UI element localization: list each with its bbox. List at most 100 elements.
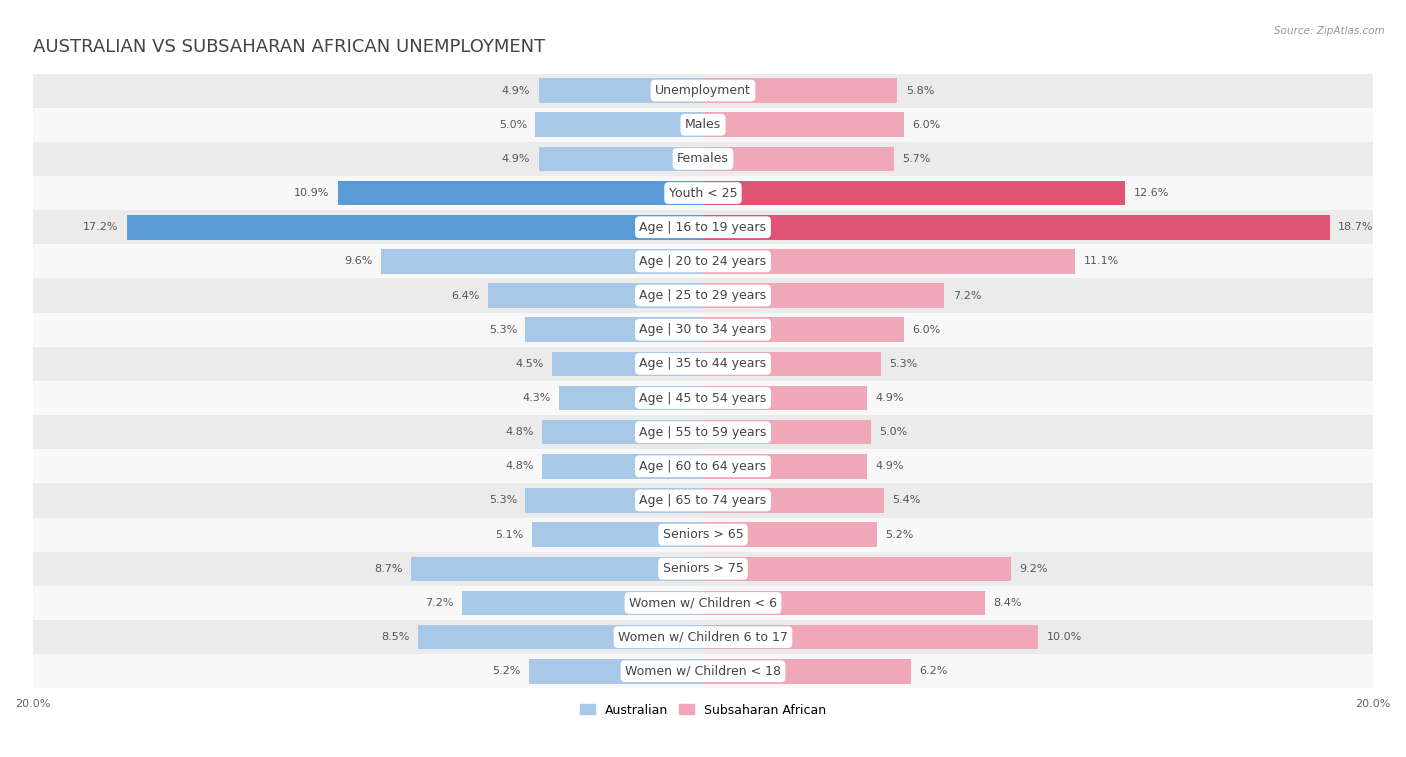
Text: Age | 20 to 24 years: Age | 20 to 24 years [640,255,766,268]
Bar [127,215,703,239]
Bar [703,181,1125,205]
Bar [703,249,1076,274]
Text: Source: ZipAtlas.com: Source: ZipAtlas.com [1274,26,1385,36]
Bar [553,351,703,376]
Text: 9.6%: 9.6% [344,257,373,266]
Text: Age | 35 to 44 years: Age | 35 to 44 years [640,357,766,370]
Bar [543,420,703,444]
Bar [526,317,703,342]
Text: Females: Females [678,152,728,165]
Bar [538,147,703,171]
Text: 6.0%: 6.0% [912,120,941,129]
Bar [703,386,868,410]
Bar [703,590,984,615]
Bar [32,586,1374,620]
Bar [529,659,703,684]
Text: Males: Males [685,118,721,131]
Text: 17.2%: 17.2% [83,223,118,232]
Bar [32,347,1374,381]
Bar [32,176,1374,210]
Text: Age | 30 to 34 years: Age | 30 to 34 years [640,323,766,336]
Bar [703,351,880,376]
Text: 4.8%: 4.8% [505,427,534,437]
Text: 4.3%: 4.3% [522,393,551,403]
Bar [703,78,897,103]
Bar [703,522,877,547]
Text: 10.0%: 10.0% [1046,632,1081,642]
Bar [381,249,703,274]
Bar [32,449,1374,484]
Text: 11.1%: 11.1% [1084,257,1119,266]
Text: 5.2%: 5.2% [886,530,914,540]
Text: 5.1%: 5.1% [495,530,523,540]
Bar [703,317,904,342]
Bar [32,73,1374,107]
Bar [558,386,703,410]
Bar [32,245,1374,279]
Text: 5.0%: 5.0% [499,120,527,129]
Bar [703,556,1011,581]
Bar [32,210,1374,245]
Text: Seniors > 75: Seniors > 75 [662,562,744,575]
Bar [412,556,703,581]
Bar [32,484,1374,518]
Text: 6.0%: 6.0% [912,325,941,335]
Bar [32,107,1374,142]
Text: 4.8%: 4.8% [505,461,534,472]
Bar [703,420,870,444]
Bar [703,147,894,171]
Text: Youth < 25: Youth < 25 [669,186,737,200]
Bar [703,283,945,308]
Text: 10.9%: 10.9% [294,188,329,198]
Bar [531,522,703,547]
Text: 7.2%: 7.2% [425,598,453,608]
Text: 12.6%: 12.6% [1133,188,1168,198]
Text: Age | 60 to 64 years: Age | 60 to 64 years [640,459,766,473]
Text: Seniors > 65: Seniors > 65 [662,528,744,541]
Bar [32,279,1374,313]
Text: Age | 65 to 74 years: Age | 65 to 74 years [640,494,766,507]
Text: Age | 25 to 29 years: Age | 25 to 29 years [640,289,766,302]
Bar [526,488,703,512]
Text: 6.2%: 6.2% [920,666,948,676]
Bar [32,552,1374,586]
Text: 7.2%: 7.2% [953,291,981,301]
Bar [32,381,1374,415]
Text: 9.2%: 9.2% [1019,564,1049,574]
Text: 5.8%: 5.8% [905,86,934,95]
Bar [703,454,868,478]
Text: Women w/ Children < 18: Women w/ Children < 18 [626,665,780,678]
Text: 4.5%: 4.5% [516,359,544,369]
Bar [538,78,703,103]
Bar [32,620,1374,654]
Text: 5.2%: 5.2% [492,666,520,676]
Bar [536,113,703,137]
Bar [337,181,703,205]
Bar [488,283,703,308]
Text: Age | 16 to 19 years: Age | 16 to 19 years [640,221,766,234]
Text: 18.7%: 18.7% [1339,223,1374,232]
Bar [703,625,1038,650]
Text: Women w/ Children 6 to 17: Women w/ Children 6 to 17 [619,631,787,643]
Bar [703,488,884,512]
Text: Age | 55 to 59 years: Age | 55 to 59 years [640,425,766,438]
Bar [32,142,1374,176]
Text: Age | 45 to 54 years: Age | 45 to 54 years [640,391,766,404]
Bar [32,654,1374,688]
Text: 4.9%: 4.9% [502,86,530,95]
Text: 5.3%: 5.3% [489,496,517,506]
Bar [461,590,703,615]
Legend: Australian, Subsaharan African: Australian, Subsaharan African [575,699,831,721]
Text: 4.9%: 4.9% [876,393,904,403]
Text: Unemployment: Unemployment [655,84,751,97]
Text: 8.7%: 8.7% [374,564,404,574]
Bar [32,518,1374,552]
Bar [543,454,703,478]
Bar [32,415,1374,449]
Text: 4.9%: 4.9% [876,461,904,472]
Text: 6.4%: 6.4% [451,291,479,301]
Text: 8.4%: 8.4% [993,598,1021,608]
Text: 5.3%: 5.3% [889,359,917,369]
Text: 5.7%: 5.7% [903,154,931,164]
Text: 8.5%: 8.5% [381,632,409,642]
